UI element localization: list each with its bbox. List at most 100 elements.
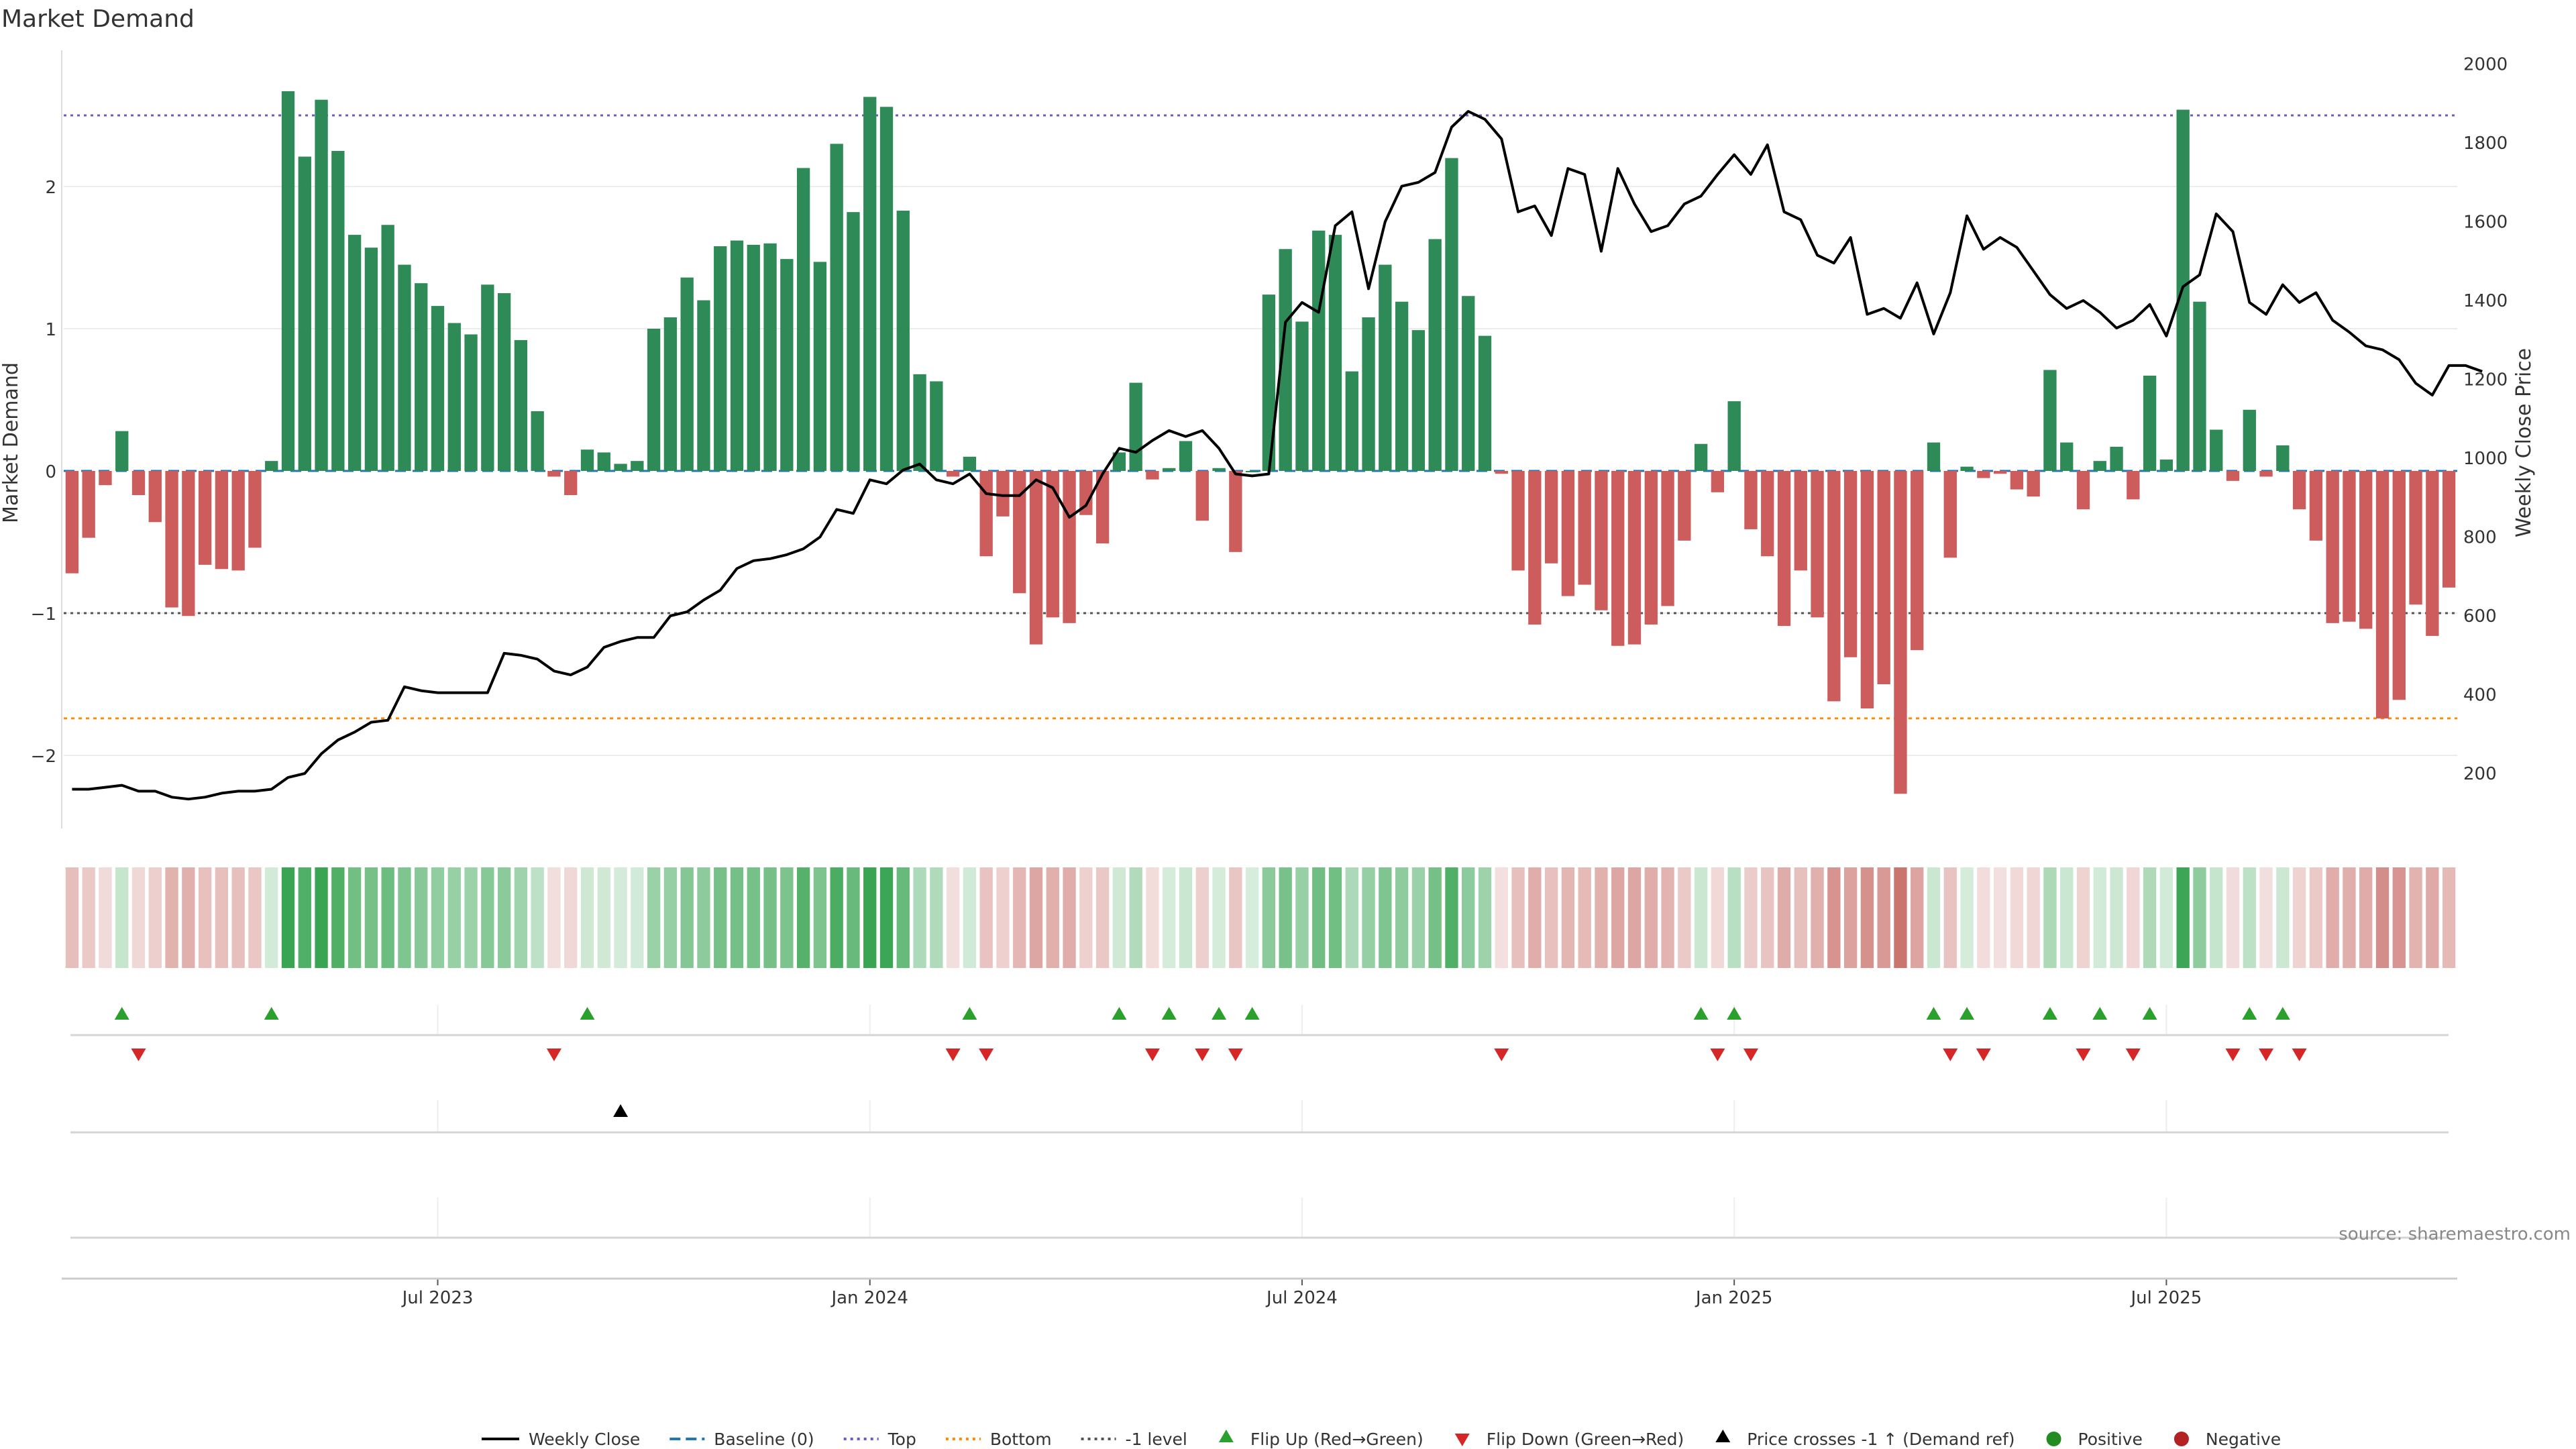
heat-cell [1993, 867, 2007, 968]
demand-bar [564, 471, 578, 496]
legend-label: Negative [2206, 1430, 2281, 1449]
heat-cell [1295, 867, 1309, 968]
demand-bar [1927, 442, 1941, 471]
axes: −2 −1 0 1 2 200 400 600 800 1000 1200 1400 1600 1800 2… [31, 50, 2508, 1308]
heat-cell [813, 867, 827, 968]
demand-bar [996, 471, 1010, 517]
demand-bar [813, 262, 827, 471]
legend-label: Weekly Close [529, 1430, 640, 1449]
heat-cell [1495, 867, 1508, 968]
y-tick-label: 0 [45, 462, 56, 482]
heat-cell [2076, 867, 2090, 968]
heat-cell [298, 867, 311, 968]
demand-bar [2159, 460, 2174, 471]
heat-cell [763, 867, 777, 968]
demand-bar [847, 212, 860, 471]
heat-cell [830, 867, 843, 968]
demand-bar [2409, 471, 2422, 605]
price-cross-marker [613, 1104, 629, 1117]
demand-bar [2226, 471, 2240, 481]
demand-bar [1129, 382, 1142, 471]
flip-up-marker [2275, 1007, 2290, 1020]
demand-bar [1544, 471, 1558, 564]
legend-item: Bottom [945, 1430, 1052, 1449]
demand-bar [1977, 471, 1990, 478]
demand-bar [1411, 330, 1426, 471]
heat-cell [1561, 867, 1575, 968]
demand-bar [1843, 471, 1858, 657]
demand-bar [714, 246, 727, 471]
y2-tick-label: 800 [2463, 528, 2497, 548]
legend-label: Flip Down (Green→Red) [1487, 1430, 1684, 1449]
flip-down-marker [1976, 1049, 1991, 1061]
heat-cell [464, 867, 478, 968]
heat-cell [1761, 867, 1774, 968]
heat-cell [564, 867, 578, 968]
flip-down-marker [2076, 1049, 2091, 1061]
demand-bar [930, 381, 943, 471]
y2-tick-label: 200 [2463, 764, 2497, 784]
heat-cell [1462, 867, 1475, 968]
y-tick-label: 2 [45, 178, 56, 198]
heat-cell [364, 867, 378, 968]
y-tick-label: 1 [45, 320, 56, 340]
heat-cell [680, 867, 694, 968]
heat-cell [1129, 867, 1142, 968]
heat-cell [531, 867, 544, 968]
demand-bar [2060, 442, 2074, 471]
heat-cell [1362, 867, 1375, 968]
heat-cell [1029, 867, 1043, 968]
heat-cell [82, 867, 95, 968]
heat-cell [2010, 867, 2024, 968]
demand-bar [82, 471, 95, 538]
heat-cell [115, 867, 129, 968]
demand-bar [2292, 471, 2306, 510]
heat-cell [2210, 867, 2223, 968]
demand-bar [497, 293, 511, 471]
demand-bar [597, 452, 610, 471]
flip-up-marker [114, 1007, 129, 1020]
heat-cell [1328, 867, 1342, 968]
demand-bar [1328, 235, 1342, 471]
demand-bar [1678, 471, 1691, 541]
heat-cell [281, 867, 295, 968]
heat-cell [131, 867, 146, 968]
legend-item: Weekly Close [482, 1430, 640, 1449]
heat-cell [447, 867, 461, 968]
demand-bar [1146, 471, 1159, 480]
heat-cell [2392, 867, 2406, 968]
demand-bar [1379, 264, 1392, 471]
demand-bar [1860, 471, 1874, 709]
heat-cell [1312, 867, 1326, 968]
demand-bar [1245, 471, 1259, 472]
heat-cell [1843, 867, 1858, 968]
heat-cell [1428, 867, 1442, 968]
demand-bar [464, 334, 478, 471]
heat-cell [415, 867, 428, 968]
heat-cell [2409, 867, 2422, 968]
demand-bar [1029, 471, 1043, 645]
heat-cell [2259, 867, 2273, 968]
heat-cell [1960, 867, 1974, 968]
flip-up-marker [2242, 1007, 2257, 1020]
legend-item: Baseline (0) [669, 1430, 814, 1449]
flip-up-marker [264, 1007, 279, 1020]
demand-bar [415, 283, 428, 471]
legend-swatch-flip-up [1218, 1430, 1234, 1442]
heat-cell [863, 867, 877, 968]
y2-tick-label: 1600 [2463, 213, 2508, 233]
flip-up-marker [580, 1007, 595, 1020]
demand-bar [1611, 471, 1625, 646]
heat-cell [1661, 867, 1674, 968]
legend: Weekly Close Baseline (0) Top Bottom -1 leve… [482, 1430, 2281, 1449]
heat-cell [265, 867, 278, 968]
demand-bar [231, 471, 245, 571]
heat-cell [1262, 867, 1276, 968]
flip-down-marker [1144, 1049, 1160, 1061]
demand-bar [1943, 471, 1957, 558]
heat-cell [2176, 867, 2190, 968]
demand-bar [347, 235, 362, 471]
heat-cell [1063, 867, 1076, 968]
demand-bar [1761, 471, 1774, 557]
heat-cell [1046, 867, 1059, 968]
